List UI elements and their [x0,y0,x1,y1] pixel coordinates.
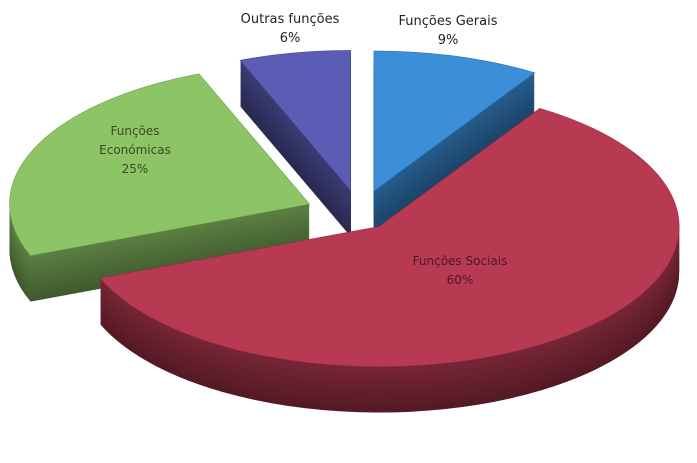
label-value: 6% [279,31,301,46]
label-name: Funções Sociais [412,254,508,268]
label-name: Funções Gerais [398,14,498,29]
label-name: Funções Económicas [99,124,171,157]
slice [239,50,351,192]
slice-label: Funções Sociais 60% [385,252,535,290]
label-value: 60% [446,273,474,287]
slice [9,73,311,256]
label-name: Outras funções [240,12,340,27]
slice-label: Outras funções 6% [220,10,360,48]
label-value: 25% [121,162,149,176]
slice [373,50,536,192]
slice-label: Funções Gerais 9% [378,12,518,50]
label-value: 9% [437,33,459,48]
slice-label: Funções Económicas 25% [90,122,180,179]
slice [99,108,680,367]
